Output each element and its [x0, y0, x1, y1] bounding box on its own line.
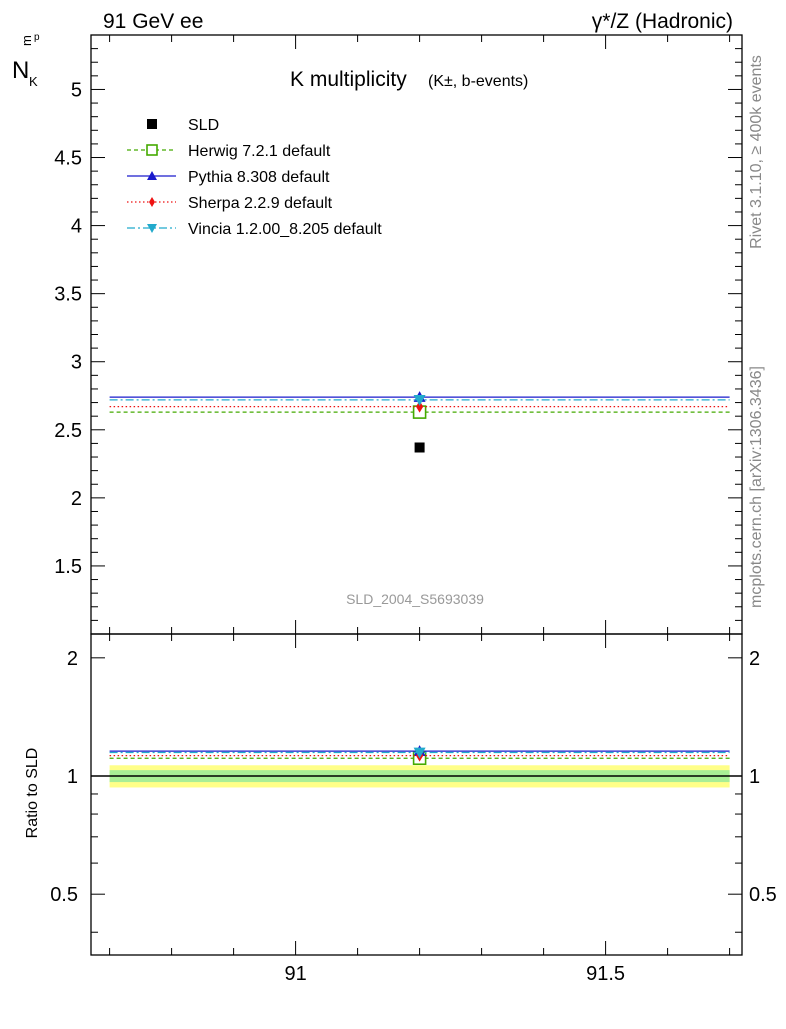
legend-marker-0: [146, 144, 158, 156]
ratio-tick-label-right: 1: [749, 766, 760, 788]
x-tick-label: 91: [284, 963, 306, 985]
y-axis-title-sub: K: [29, 74, 38, 89]
y-tick-label: 2: [71, 488, 82, 510]
ratio-tick-label-right: 0.5: [749, 884, 777, 906]
legend-label-1: Pythia 8.308 default: [188, 169, 330, 186]
chart-title-group: K multiplicity (K±, b-events): [290, 68, 528, 91]
series-marker-3: [413, 395, 426, 406]
legend-label-data: SLD: [188, 117, 219, 134]
y-tick-label: 5: [71, 79, 82, 101]
legend-label-2: Sherpa 2.2.9 default: [188, 195, 333, 212]
legend: SLD Herwig 7.2.1 default Pythia 8.308 defa…: [127, 117, 382, 238]
chart-title-suffix: (K±, b-events): [428, 73, 528, 90]
y-axis-title-sub2: m: [19, 35, 34, 46]
legend-marker-2: [149, 197, 155, 207]
ratio-marker-3: [413, 747, 426, 759]
ratio-axis-title: Ratio to SLD: [24, 748, 41, 839]
header-right: γ*/Z (Hadronic): [592, 10, 733, 33]
ratio-tick-label-left: 2: [67, 648, 78, 670]
y-tick-label: 3: [71, 352, 82, 374]
y-axis-title-main: N: [12, 57, 29, 84]
legend-marker-data: [147, 119, 157, 129]
legend-marker-1: [147, 171, 157, 180]
ratio-frame: [90, 633, 743, 956]
data-point: [414, 442, 425, 453]
ratio-tick-label-left: 0.5: [50, 884, 78, 906]
legend-marker-3: [147, 224, 157, 233]
ratio-tick-label-right: 2: [749, 648, 760, 670]
y-tick-label: 4: [71, 216, 82, 238]
y-axis-title: N K p m: [12, 32, 40, 89]
ratio-tick-label-left: 1: [67, 766, 78, 788]
y-tick-label: 1.5: [54, 556, 82, 578]
legend-label-0: Herwig 7.2.1 default: [188, 143, 331, 160]
chart-title: K multiplicity: [290, 68, 407, 91]
y-tick-label: 3.5: [54, 284, 82, 306]
analysis-label: SLD_2004_S5693039: [346, 591, 484, 607]
mcplots-label: mcplots.cern.ch [arXiv:1306.3436]: [748, 366, 765, 608]
header-left: 91 GeV ee: [103, 10, 203, 33]
series-marker-2: [416, 400, 424, 413]
y-tick-label: 2.5: [54, 420, 82, 442]
y-tick-label: 4.5: [54, 148, 82, 170]
legend-label-3: Vincia 1.2.00_8.205 default: [188, 221, 382, 238]
y-axis-title-sup: p: [34, 32, 40, 43]
main-panel: 1.5 2 2.5 3 3.5 4 4.5 5: [54, 34, 743, 635]
ratio-panel: 91 91.5 0.5 0.5 1 1 2 2: [50, 633, 777, 985]
rivet-label: Rivet 3.1.10, ≥ 400k events: [748, 55, 765, 249]
x-tick-label: 91.5: [586, 963, 625, 985]
